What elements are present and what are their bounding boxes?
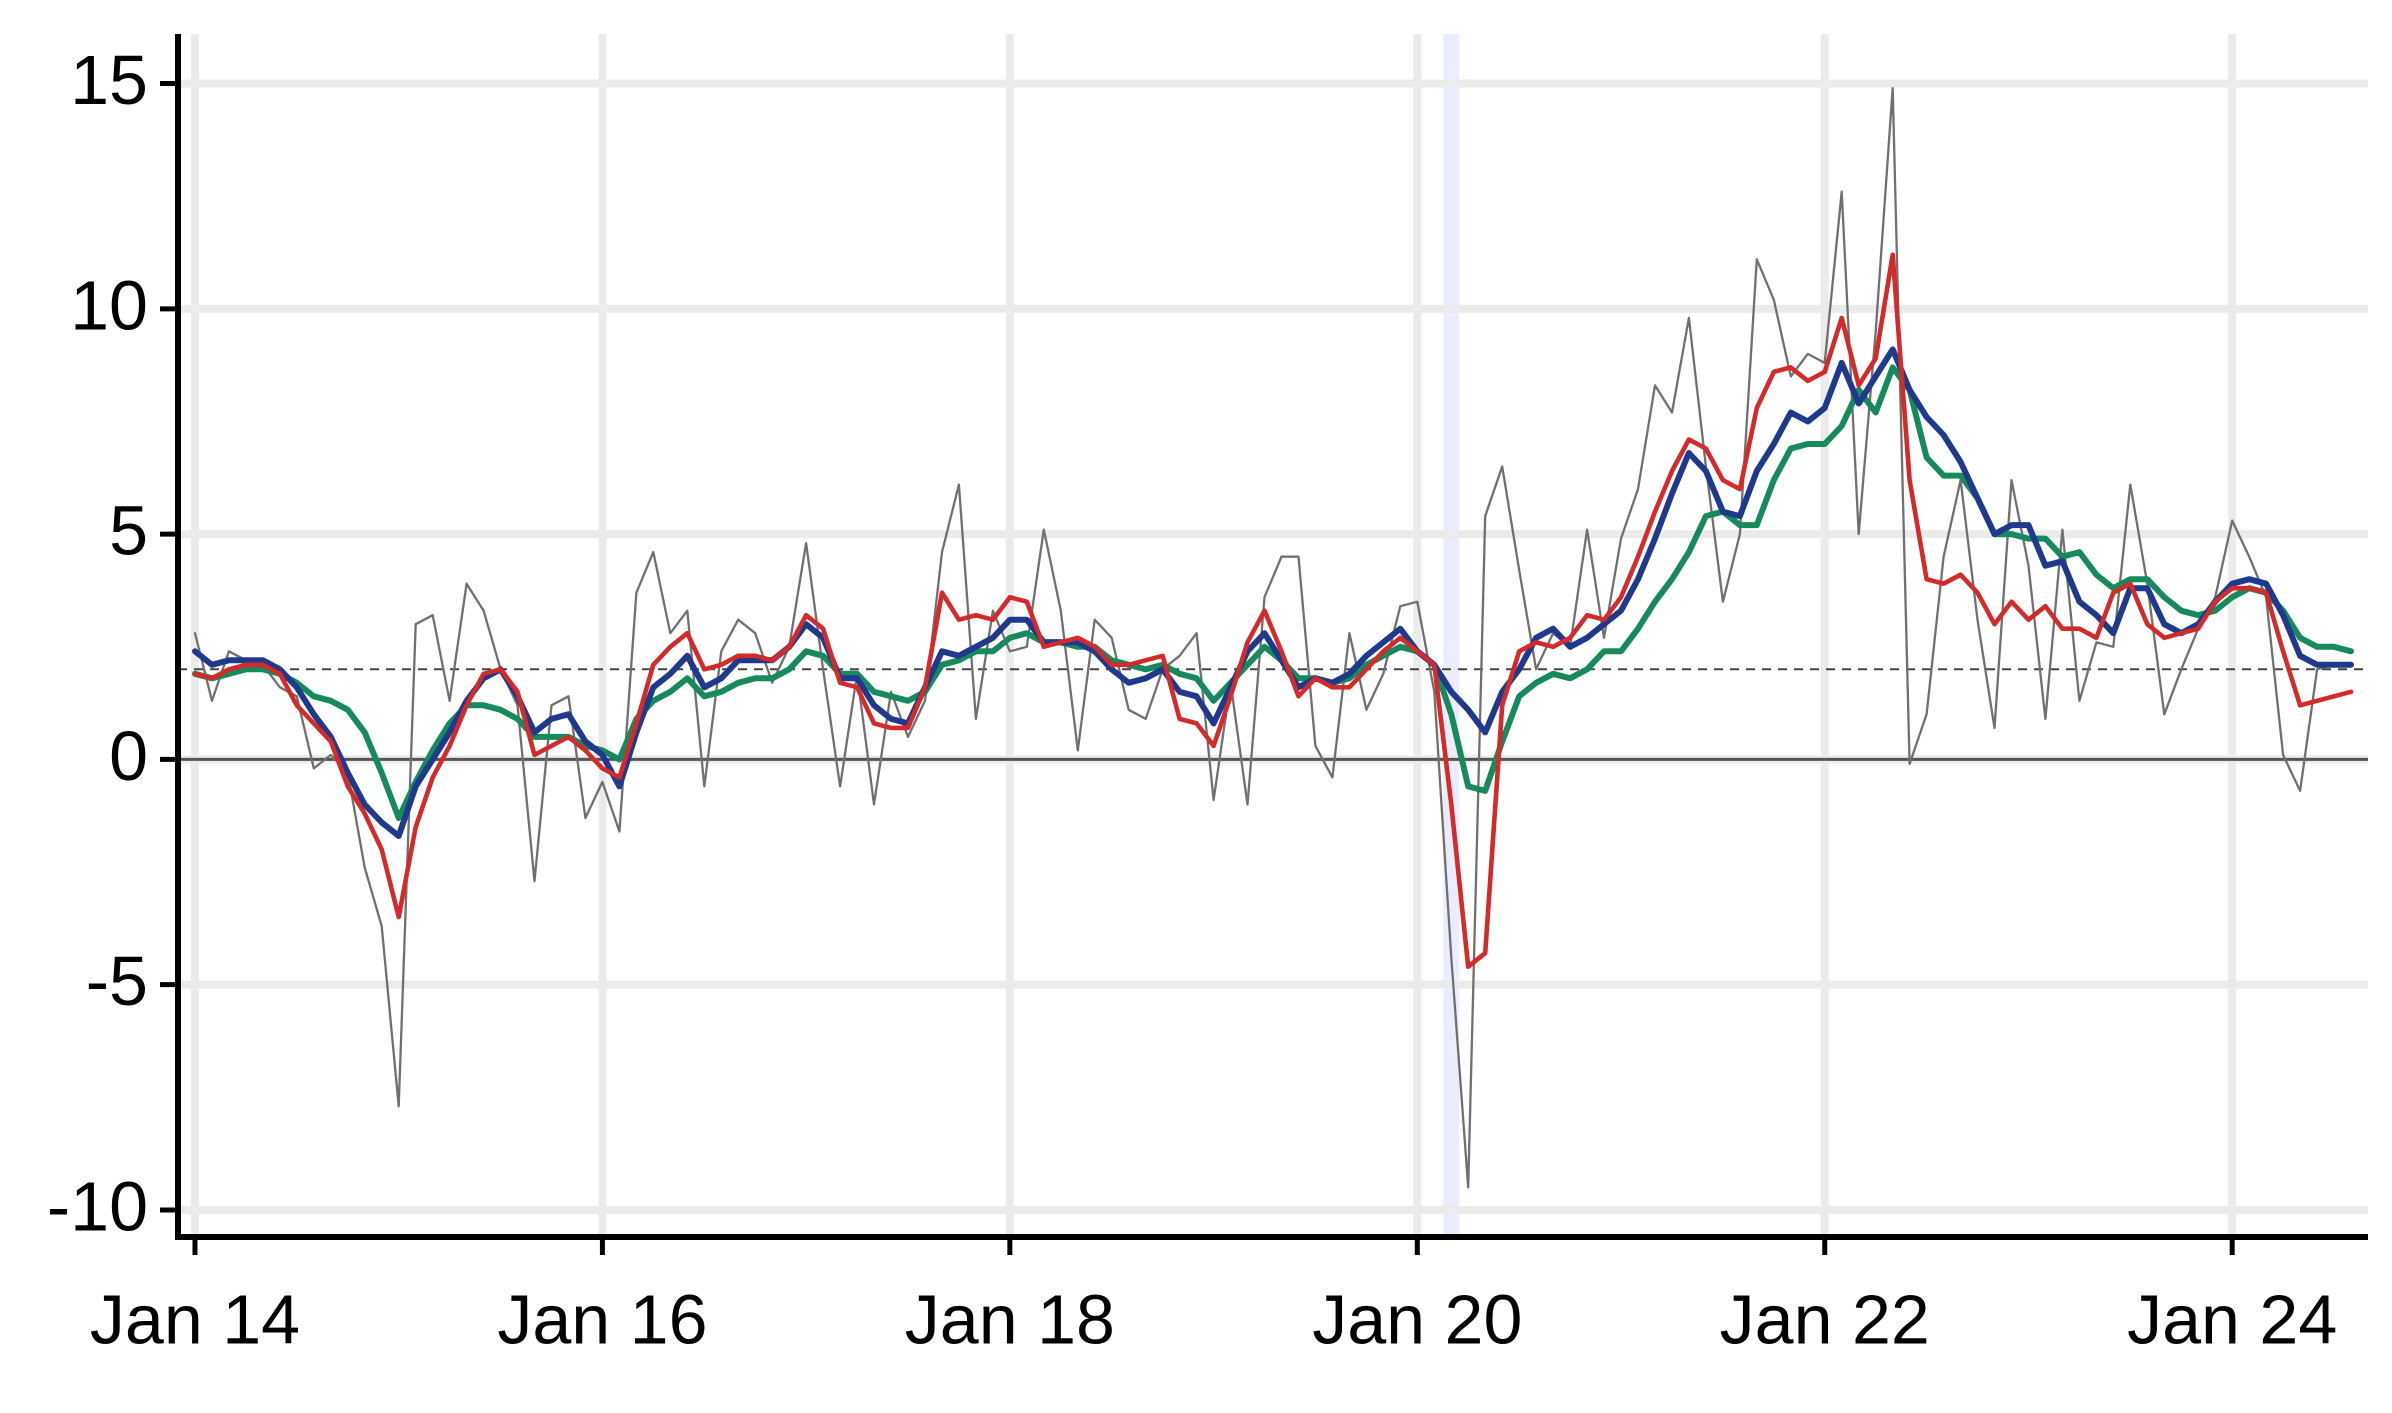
y-tick-label: 0 — [109, 717, 148, 795]
y-tick-label: 10 — [70, 266, 148, 344]
y-tick-label: -5 — [86, 942, 148, 1020]
x-tick-label: Jan 14 — [90, 1280, 300, 1358]
shaded-period — [1443, 34, 1460, 1237]
series-line — [193, 86, 2353, 1189]
y-tick-label: 5 — [109, 492, 148, 570]
x-tick-label: Jan 18 — [905, 1280, 1115, 1358]
x-tick-label: Jan 20 — [1312, 1280, 1522, 1358]
y-tick-label: 15 — [70, 41, 148, 119]
x-tick-label: Jan 24 — [2127, 1280, 2337, 1358]
series-line — [192, 252, 2354, 969]
y-tick-label: -10 — [47, 1167, 148, 1245]
series-line — [192, 346, 2354, 839]
x-tick-label: Jan 22 — [1720, 1280, 1930, 1358]
x-tick-label: Jan 16 — [497, 1280, 707, 1358]
